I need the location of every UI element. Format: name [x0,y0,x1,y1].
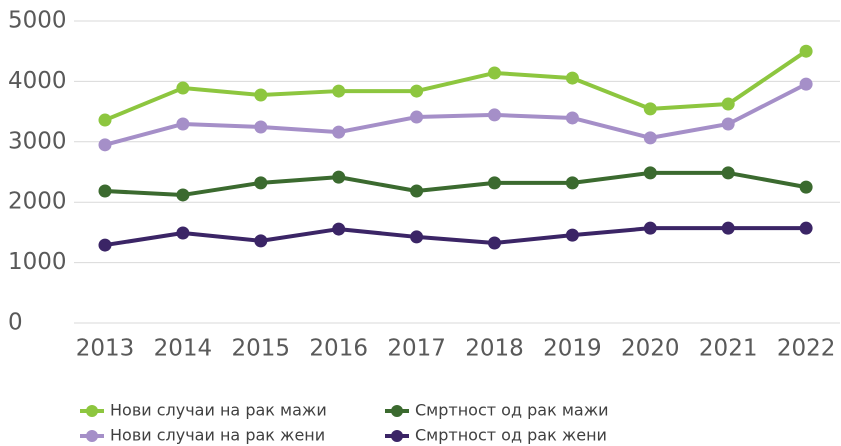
x-tick-label: 2017 [387,336,446,362]
legend-label: Нови случаи на рак жени [110,426,325,445]
point [98,238,112,252]
point [410,230,424,244]
point [332,170,346,184]
point [721,97,735,111]
point [643,131,657,145]
point [488,108,501,122]
x-tick-label: 2021 [699,336,758,362]
point [254,120,268,134]
x-tick-label: 2019 [543,336,602,362]
legend-label: Смртност од рак мажи [415,401,609,420]
x-tick-label: 2020 [621,336,680,362]
point [565,228,579,242]
point [565,71,579,85]
line [104,226,807,248]
point [332,222,346,236]
line [104,49,808,122]
x-tick-label: 2016 [309,336,368,362]
point [799,44,813,58]
point [98,138,112,152]
y-tick-label: 4000 [8,68,67,94]
point [799,77,813,91]
point [410,110,424,124]
point [565,176,579,190]
x-tick-label: 2018 [465,336,524,362]
line [104,82,808,147]
point [799,221,813,235]
point [643,221,657,235]
point [176,188,190,202]
x-tick-label: 2013 [76,336,135,362]
legend-label: Нови случаи на рак мажи [110,401,327,420]
point [721,221,735,235]
point [410,184,424,198]
point [488,66,501,80]
point [721,166,735,180]
point [488,236,501,250]
point [488,176,501,190]
line [104,170,807,197]
point [565,111,579,125]
point [799,180,813,194]
point [254,88,268,102]
point [643,166,657,180]
point [176,226,190,240]
y-tick-label: 5000 [8,8,67,34]
point [176,117,190,131]
x-tick-label: 2014 [154,336,213,362]
point [410,84,424,98]
legend-marker [86,430,98,442]
legend-label: Смртност од рак жени [415,426,607,445]
y-tick-label: 2000 [8,189,67,215]
legend-marker [391,430,403,442]
point [98,113,112,127]
legend-marker [86,405,98,417]
point [176,81,190,95]
point [332,125,346,139]
point [332,84,346,98]
y-tick-label: 0 [8,310,23,336]
y-tick-label: 1000 [8,249,67,275]
y-tick-label: 3000 [8,128,67,154]
point [254,176,268,190]
x-tick-label: 2015 [232,336,291,362]
x-tick-label: 2022 [777,336,836,362]
point [254,234,268,248]
legend-marker [391,405,403,417]
point [643,102,657,116]
point [98,184,112,198]
point [721,117,735,131]
